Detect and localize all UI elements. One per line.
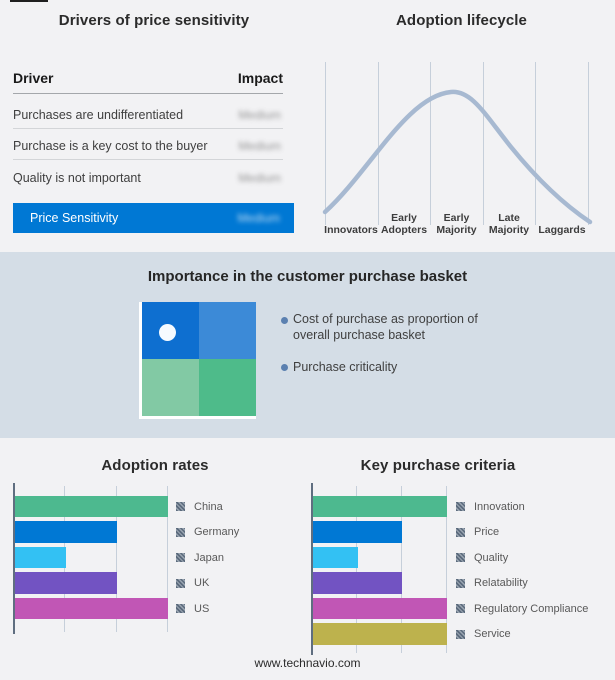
bar-japan (15, 546, 66, 568)
bar-quality (313, 546, 358, 568)
drivers-table-header: Driver Impact (13, 70, 283, 86)
bullet-icon (281, 317, 288, 324)
lifecycle-panel-title: Adoption lifecycle (396, 12, 527, 29)
legend-marker-icon (176, 553, 185, 562)
y-axis-line (13, 483, 15, 634)
table-row: Quality is not important Medium (13, 166, 281, 190)
bar-us (15, 597, 168, 619)
legend-marker-icon (456, 527, 465, 537)
quadrant-matrix (139, 302, 256, 419)
impact-cell-redacted: Medium (238, 139, 281, 153)
impact-column-header: Impact (237, 70, 283, 86)
legend-item-japan: Japan (176, 551, 224, 564)
purchase-basket-band: Importance in the customer purchase bask… (0, 252, 615, 438)
bar-germany (15, 521, 117, 543)
stage-label-late-majority: Late Majority (488, 212, 530, 236)
stage-label-early-adopters: Early Adopters (380, 212, 428, 236)
bar-regulatory-compliance (313, 597, 447, 619)
legend-marker-icon (176, 604, 185, 613)
legend-marker-icon (176, 502, 185, 511)
legend-marker-icon (456, 604, 465, 613)
legend-item-innovation: Innovation (456, 500, 525, 513)
legend-item-us: US (176, 602, 209, 615)
gridline (356, 486, 357, 653)
impact-cell-redacted: Medium (238, 108, 281, 122)
stage-label-early-majority: Early Majority (436, 212, 477, 236)
driver-cell: Price Sensitivity (30, 211, 119, 225)
bar-china (15, 495, 168, 517)
driver-column-header: Driver (13, 70, 54, 86)
legend-marker-icon (176, 578, 185, 588)
lifecycle-gridline (588, 62, 589, 225)
basket-title: Importance in the customer purchase bask… (147, 268, 468, 285)
top-border-fragment (10, 0, 48, 2)
y-axis-line (311, 483, 313, 655)
legend-marker-icon (456, 629, 465, 639)
lifecycle-gridline (535, 62, 537, 225)
gridline (115, 486, 117, 632)
price-sensitivity-highlight-row: Price Sensitivity Medium (13, 203, 294, 233)
lifecycle-gridline (482, 62, 484, 225)
driver-cell: Purchase is a key cost to the buyer (13, 139, 208, 153)
legend-item-china: China (176, 500, 223, 513)
gridline (167, 486, 168, 632)
drivers-panel-title: Drivers of price sensitivity (58, 12, 250, 29)
driver-cell: Purchases are undifferentiated (13, 108, 184, 122)
quadrant-bottom-left (142, 359, 199, 416)
quadrant-top-right (199, 302, 256, 359)
row-separator (13, 128, 283, 129)
legend-marker-icon (456, 553, 465, 562)
key-purchase-criteria-title: Key purchase criteria (360, 457, 516, 474)
adoption-rates-title: Adoption rates (101, 457, 209, 474)
basket-bullet-2: Purchase criticality (293, 360, 398, 374)
legend-marker-icon (456, 502, 465, 511)
website-footer: www.technavio.com (254, 656, 361, 670)
data-point-dot (159, 324, 176, 341)
lifecycle-bell-curve (322, 89, 593, 225)
driver-cell: Quality is not important (13, 171, 141, 185)
legend-item-relatability: Relatability (456, 577, 528, 590)
lifecycle-gridline (430, 62, 432, 225)
impact-cell-redacted: Medium (238, 171, 281, 185)
legend-marker-icon (456, 578, 465, 588)
legend-item-regulatory-compliance: Regulatory Compliance (456, 602, 588, 615)
legend-item-uk: UK (176, 577, 209, 590)
gridline (446, 486, 447, 653)
bar-relatability (313, 572, 402, 594)
impact-cell-redacted: Medium (237, 211, 280, 225)
quadrant-bottom-right (199, 359, 256, 416)
legend-item-price: Price (456, 526, 499, 539)
gridline (401, 486, 402, 653)
quadrant-top-left (142, 302, 199, 359)
legend-marker-icon (176, 527, 185, 537)
stage-label-innovators: Innovators (324, 223, 378, 236)
table-header-underline (13, 93, 283, 94)
table-row: Purchases are undifferentiated Medium (13, 103, 281, 127)
lifecycle-gridline (377, 62, 379, 225)
row-separator (13, 159, 283, 160)
basket-bullet-1: Cost of purchase as proportion of overal… (293, 312, 478, 342)
bell-curve-path (322, 89, 593, 225)
legend-item-germany: Germany (176, 526, 239, 539)
bar-service (313, 623, 447, 645)
bar-price (313, 521, 402, 543)
lifecycle-gridline (325, 62, 326, 225)
bullet-icon (281, 364, 288, 371)
bar-innovation (313, 495, 447, 517)
legend-item-quality: Quality (456, 551, 508, 564)
table-row: Purchase is a key cost to the buyer Medi… (13, 134, 281, 158)
bar-uk (15, 572, 117, 594)
legend-item-service: Service (456, 628, 511, 641)
stage-label-laggards: Laggards (538, 223, 586, 236)
